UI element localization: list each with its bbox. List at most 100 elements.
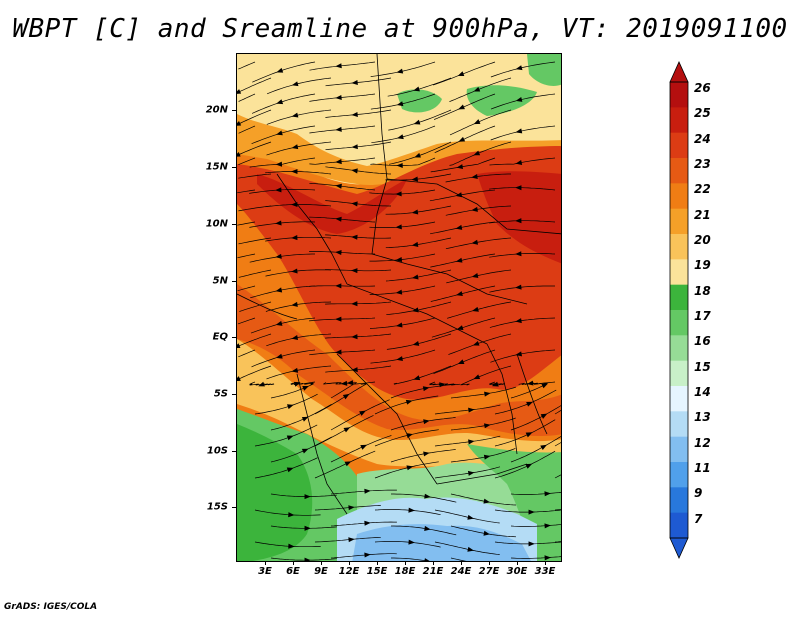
- streamline-arrow: [276, 130, 283, 136]
- streamline-arrow: [424, 493, 431, 499]
- streamline-arrow: [406, 433, 414, 438]
- streamline-arrow: [237, 343, 241, 348]
- lon-tick: [545, 561, 546, 565]
- streamline: [434, 509, 500, 524]
- streamline-arrow: [483, 423, 491, 429]
- streamline-arrow: [528, 541, 535, 547]
- streamline: [489, 157, 556, 166]
- streamline: [330, 521, 397, 527]
- streamline-arrow: [288, 512, 295, 518]
- streamline-arrow: [293, 381, 301, 387]
- streamline: [239, 301, 272, 312]
- lat-tick: [232, 507, 236, 508]
- colorbar-segment: [670, 411, 688, 438]
- streamline: [314, 450, 376, 479]
- streamline-arrow: [395, 191, 402, 197]
- streamline: [266, 333, 332, 347]
- streamline: [330, 399, 390, 431]
- lat-tick: [232, 337, 236, 338]
- streamline: [249, 221, 316, 228]
- streamline-arrow: [526, 401, 533, 407]
- streamline: [510, 556, 561, 559]
- streamline-arrow: [515, 351, 523, 357]
- streamline: [238, 61, 256, 70]
- streamline: [490, 61, 556, 78]
- streamline-arrow: [515, 97, 523, 102]
- streamline: [489, 220, 556, 224]
- streamline: [237, 141, 272, 156]
- streamline: [448, 333, 512, 355]
- streamline: [325, 166, 392, 175]
- streamline: [326, 382, 355, 399]
- streamline: [387, 77, 452, 97]
- colorbar-label: 14: [694, 385, 711, 399]
- streamline: [490, 349, 556, 363]
- streamline-arrow: [335, 216, 342, 222]
- streamline-arrow: [412, 341, 420, 346]
- lat-tick: [232, 110, 236, 111]
- streamline: [251, 349, 316, 368]
- streamline: [325, 234, 392, 239]
- colorbar-label: 25: [694, 106, 711, 121]
- lat-label-10n: 10N: [205, 218, 228, 230]
- streamline: [446, 269, 512, 284]
- streamline: [510, 382, 548, 399]
- streamline-arrow: [515, 251, 522, 257]
- streamline: [309, 93, 376, 102]
- streamline: [270, 525, 337, 529]
- streamline: [266, 141, 332, 156]
- streamline: [237, 189, 256, 194]
- streamline: [237, 333, 272, 347]
- streamline-arrow: [515, 65, 523, 71]
- streamline-arrow: [515, 185, 522, 191]
- streamline: [554, 409, 561, 415]
- streamline: [510, 492, 561, 495]
- streamline: [251, 93, 316, 114]
- lon-label-30e: 30E: [506, 566, 528, 577]
- streamline-arrow: [351, 234, 358, 240]
- lon-tick: [405, 561, 406, 565]
- streamline-arrow: [473, 374, 481, 380]
- streamline: [270, 557, 337, 561]
- streamline: [238, 349, 256, 358]
- streamline-arrow: [364, 520, 371, 526]
- streamline-arrow: [457, 359, 465, 365]
- streamline: [309, 157, 376, 165]
- streamline-arrow: [413, 375, 421, 381]
- lon-tick: [377, 561, 378, 565]
- streamline: [238, 157, 256, 166]
- streamline: [554, 442, 561, 447]
- colorbar-label: 20: [694, 233, 711, 247]
- colorbar-segment: [670, 132, 688, 159]
- streamline-arrow: [351, 268, 358, 274]
- streamline: [308, 285, 376, 287]
- streamline-arrow: [359, 410, 366, 416]
- streamline: [449, 141, 512, 166]
- streamline-arrow: [335, 159, 342, 165]
- streamline: [270, 403, 332, 431]
- streamline-arrow: [291, 112, 299, 118]
- streamline: [254, 424, 318, 447]
- streamline: [265, 171, 332, 175]
- streamline-arrow: [411, 274, 419, 280]
- streamline: [385, 173, 452, 181]
- streamline-arrow: [351, 334, 358, 340]
- streamline-arrow: [457, 71, 465, 77]
- map-title: WBPT [C] and Sreamline at 900hPa, VT: 20…: [12, 14, 788, 44]
- streamline: [309, 349, 376, 356]
- streamline: [251, 125, 316, 145]
- streamline-arrow: [351, 168, 358, 174]
- streamline: [489, 317, 556, 328]
- streamline: [490, 125, 556, 141]
- streamline: [374, 461, 439, 479]
- streamline: [489, 285, 555, 293]
- lat-tick: [232, 224, 236, 225]
- streamline: [309, 251, 375, 255]
- streamline: [330, 435, 392, 463]
- streamline-arrow: [544, 555, 551, 561]
- streamline: [374, 429, 439, 447]
- colorbar-label: 13: [694, 410, 711, 425]
- region-tan-south: [237, 339, 561, 477]
- streamline: [254, 509, 321, 516]
- lon-label-21e: 21E: [422, 566, 444, 577]
